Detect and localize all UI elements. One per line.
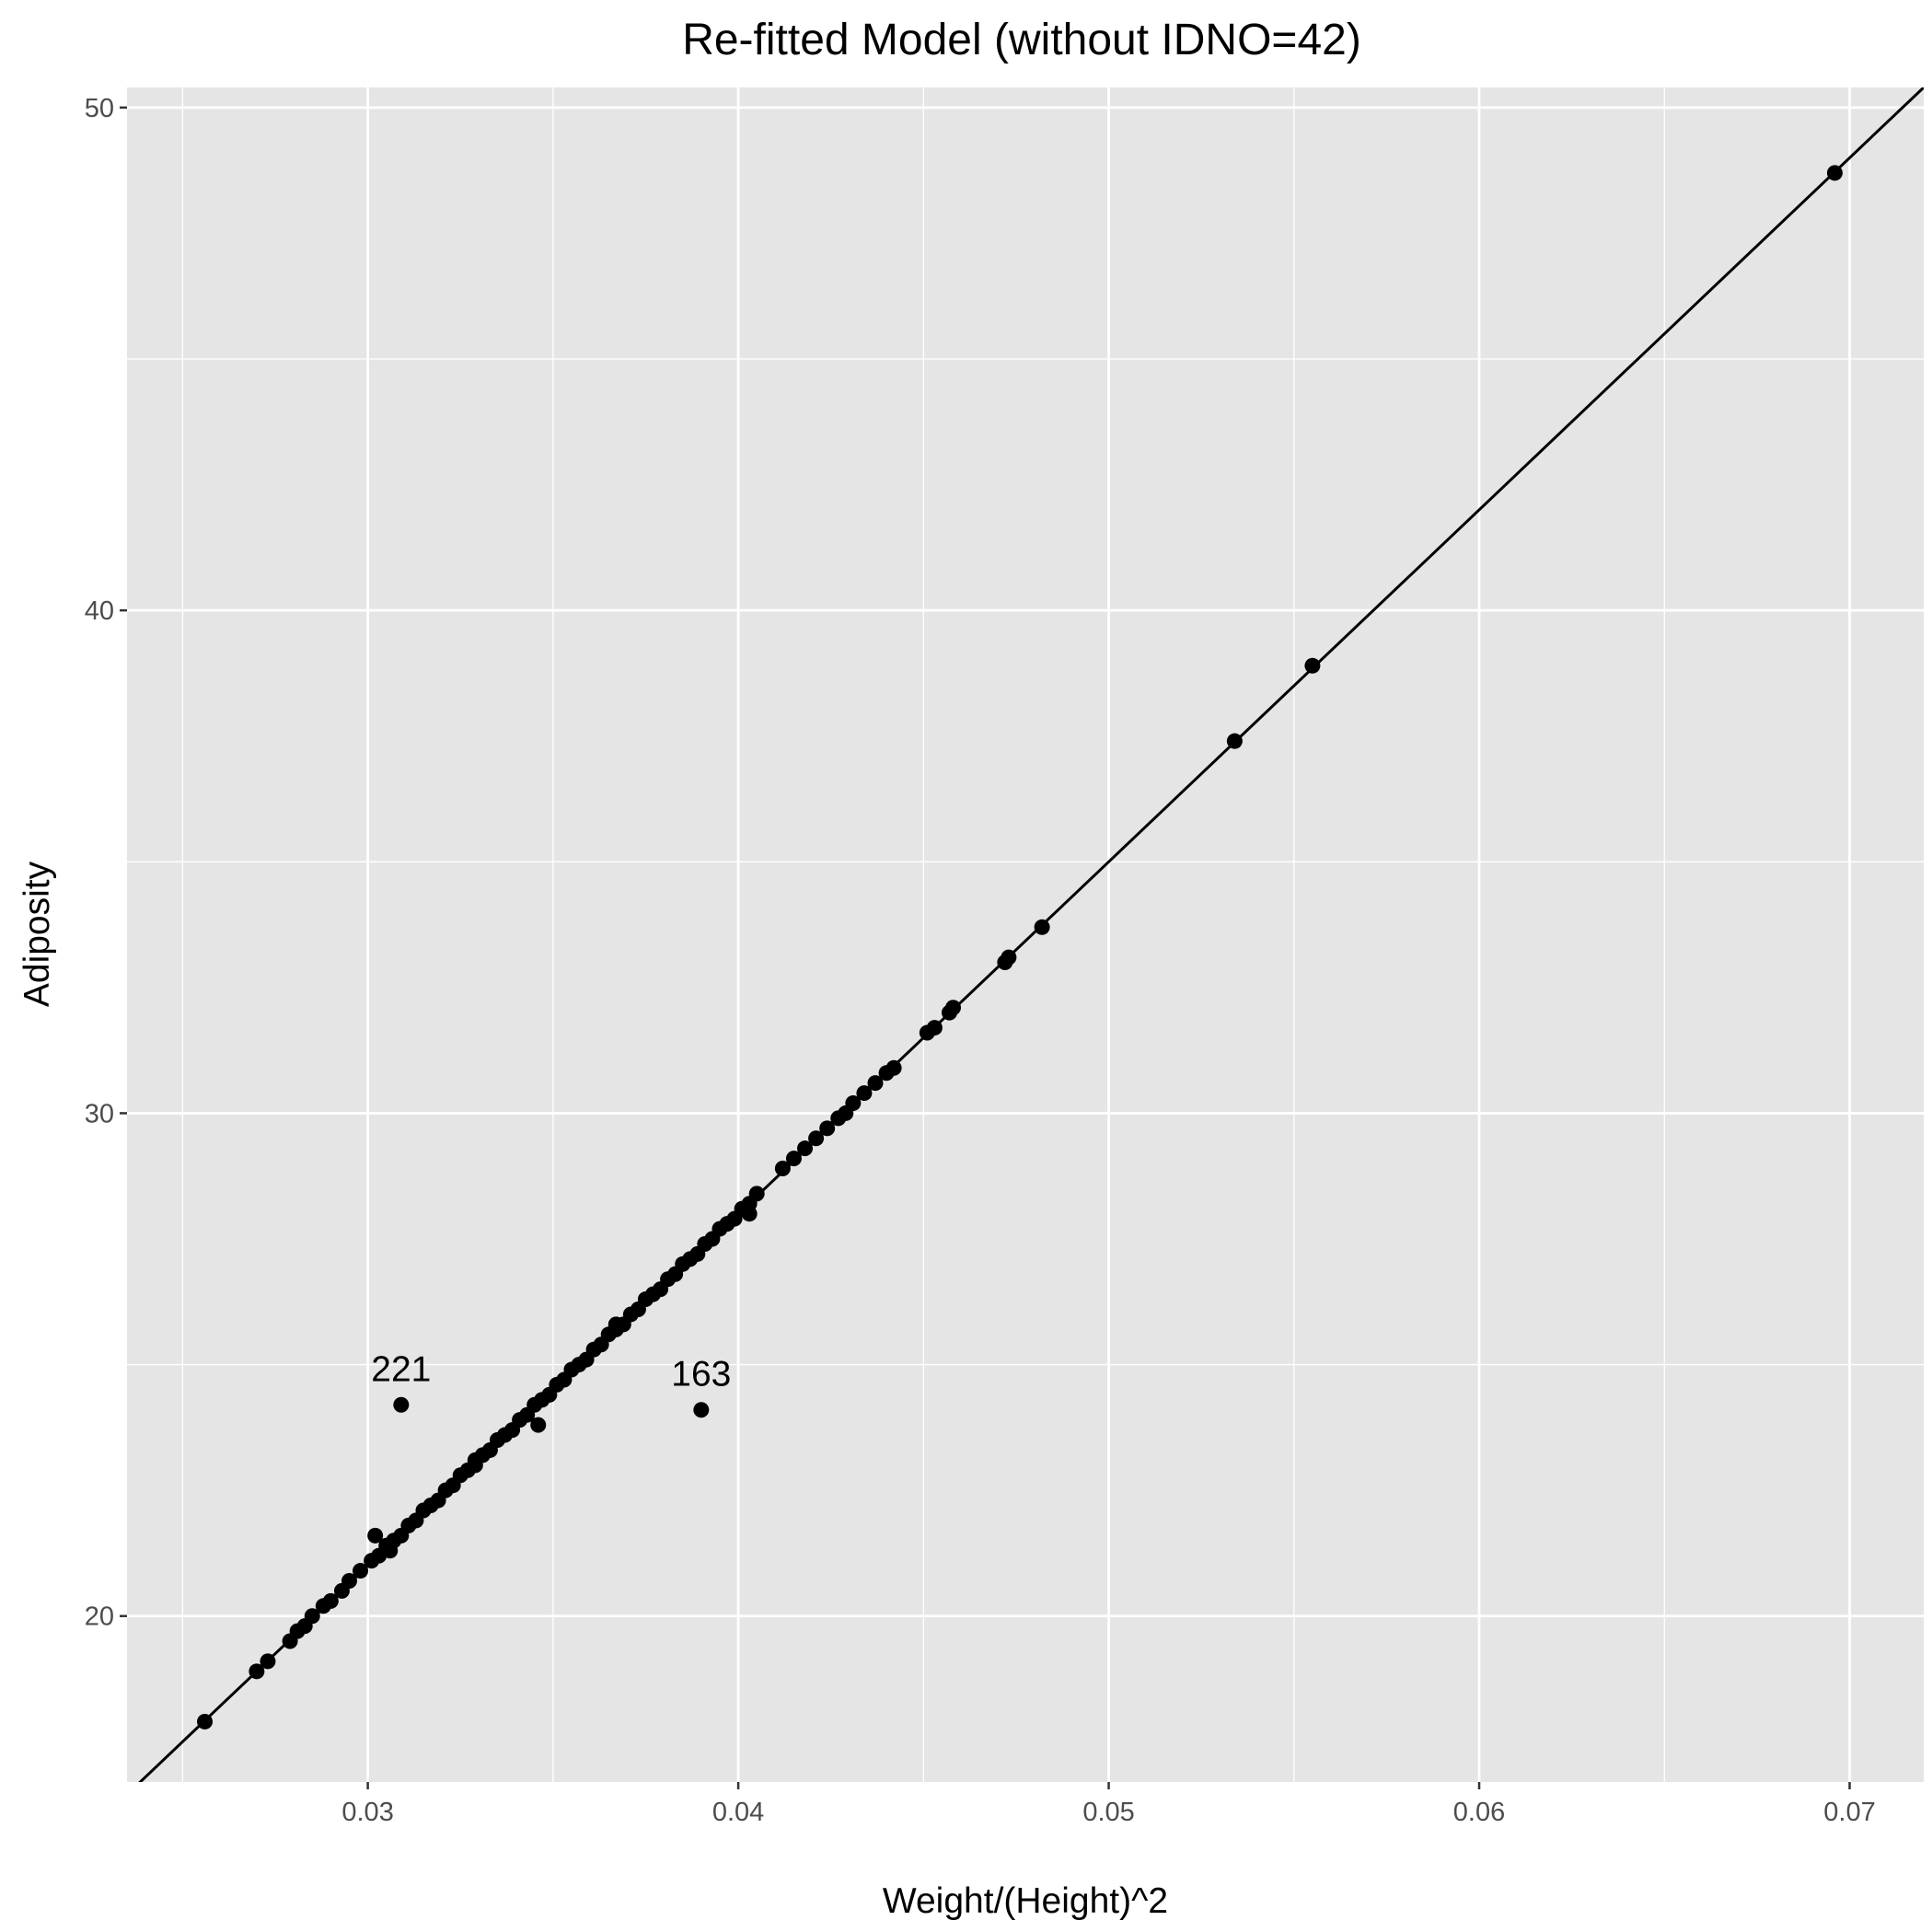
x-tick-label: 0.03 xyxy=(341,1798,393,1827)
data-point xyxy=(467,1452,483,1468)
x-axis-label: Weight/(Height)^2 xyxy=(883,1881,1168,1921)
data-point xyxy=(322,1592,339,1609)
data-point xyxy=(304,1608,320,1625)
data-point xyxy=(1226,733,1243,749)
data-point xyxy=(249,1663,265,1680)
data-point xyxy=(885,1059,902,1076)
y-tick-label: 50 xyxy=(85,94,114,123)
point-annotation-label: 221 xyxy=(371,1349,431,1389)
axis-ticks xyxy=(120,106,1851,1789)
data-point xyxy=(867,1075,884,1092)
major-gridlines xyxy=(127,87,1924,1782)
data-point xyxy=(785,1151,802,1167)
data-point xyxy=(945,1000,962,1016)
x-tick-labels: 0.03 0.04 0.05 0.06 0.07 xyxy=(341,1798,1875,1827)
data-point xyxy=(530,1417,547,1433)
data-point xyxy=(926,1020,943,1036)
x-tick-label: 0.05 xyxy=(1082,1798,1134,1827)
data-point xyxy=(341,1572,357,1589)
point-annotations: 221 163 xyxy=(371,1349,731,1394)
data-point xyxy=(693,1402,710,1418)
chart-title: Re-fitted Model (without IDNO=42) xyxy=(682,16,1361,64)
y-tick-label: 40 xyxy=(85,596,114,626)
data-point xyxy=(797,1140,814,1157)
data-point xyxy=(382,1543,399,1559)
x-tick-label: 0.06 xyxy=(1453,1798,1505,1827)
y-axis-label: Adiposity xyxy=(17,861,57,1007)
data-point xyxy=(748,1186,765,1202)
data-point xyxy=(808,1130,825,1147)
y-tick-labels: 20 30 40 50 xyxy=(85,94,114,1632)
data-point xyxy=(741,1206,758,1222)
x-tick-label: 0.04 xyxy=(712,1798,764,1827)
minor-gridlines xyxy=(127,87,1924,1782)
data-point xyxy=(774,1161,791,1177)
data-point xyxy=(1304,657,1321,674)
data-point xyxy=(1826,165,1843,181)
data-point xyxy=(197,1713,214,1730)
data-point xyxy=(607,1316,624,1333)
y-tick-label: 20 xyxy=(85,1602,114,1632)
y-tick-label: 30 xyxy=(85,1099,114,1128)
data-points xyxy=(197,165,1843,1730)
data-point xyxy=(856,1085,873,1102)
data-point xyxy=(819,1120,836,1137)
data-point xyxy=(1034,919,1050,935)
data-point xyxy=(353,1563,369,1579)
data-point xyxy=(367,1527,384,1544)
data-point xyxy=(260,1653,276,1670)
data-point xyxy=(393,1396,410,1413)
x-tick-label: 0.07 xyxy=(1823,1798,1875,1827)
data-point xyxy=(1001,949,1017,966)
data-point xyxy=(845,1095,862,1112)
point-annotation-label: 163 xyxy=(671,1355,731,1394)
